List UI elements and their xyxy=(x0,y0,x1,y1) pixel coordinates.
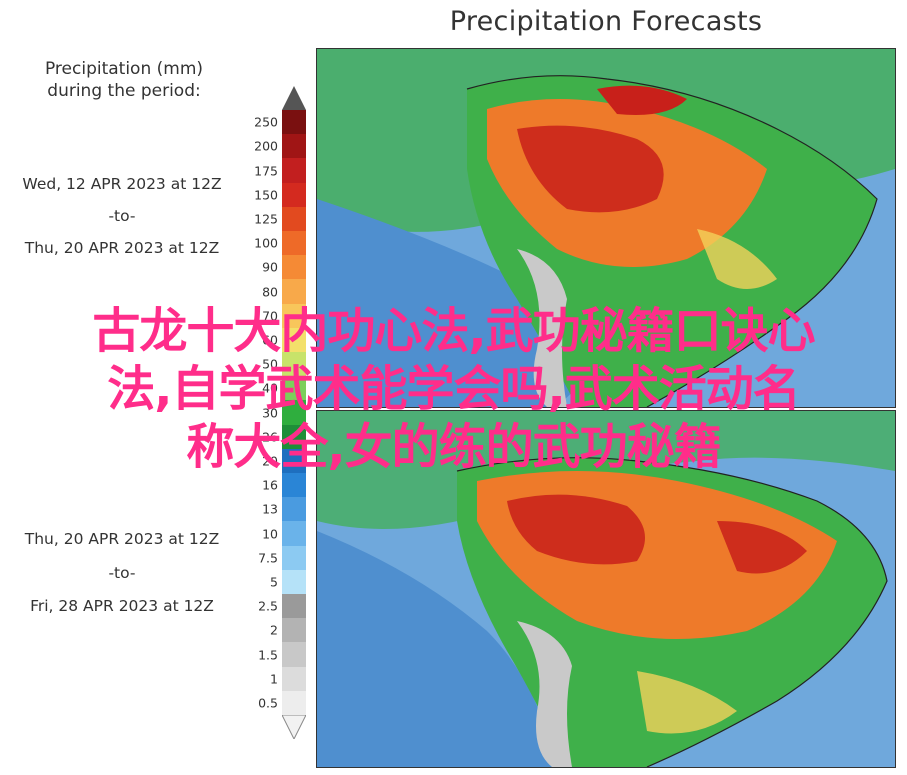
period2-end: Fri, 28 APR 2023 at 12Z xyxy=(30,597,214,615)
scale-swatch xyxy=(282,545,306,571)
scale-label: 2 xyxy=(270,622,278,638)
overlay-text: 古龙十大内功心法,武功秘籍口诀心 法,自学武术能学会吗,武术活动名 称大全,女的… xyxy=(0,302,907,476)
overlay-line1: 古龙十大内功心法,武功秘籍口诀心 xyxy=(92,303,815,359)
overlay-line2: 法,自学武术能学会吗,武术活动名 xyxy=(107,361,800,417)
scale-swatch xyxy=(282,666,306,692)
forecast-map-period1 xyxy=(316,48,896,408)
scale-swatch xyxy=(282,352,306,377)
scale-label: 7.5 xyxy=(258,550,278,566)
scale-swatch xyxy=(282,327,306,353)
scale-label: 90 xyxy=(262,259,278,275)
scale-swatch xyxy=(282,690,306,716)
scale-label: 0.5 xyxy=(258,695,278,711)
legend-title-line2: during the period: xyxy=(47,81,201,101)
scale-label: 16 xyxy=(262,477,278,493)
scale-swatch xyxy=(282,231,306,256)
scale-swatch xyxy=(282,569,306,595)
chart-title: Precipitation Forecasts xyxy=(449,6,763,37)
scale-label: 1.5 xyxy=(258,647,278,662)
period1-separator: -to- xyxy=(108,207,136,225)
scale-swatch xyxy=(282,497,306,522)
scale-label: 50 xyxy=(262,356,278,372)
scale-swatch xyxy=(282,206,306,232)
scale-label: 5 xyxy=(270,574,278,590)
scale-swatch xyxy=(282,424,306,450)
scale-label: 10 xyxy=(262,526,278,541)
scale-swatch xyxy=(282,110,306,135)
scale-label: 26 xyxy=(262,429,278,445)
overlay-line3: 称大全,女的练的武功秘籍 xyxy=(186,419,721,475)
scale-label: 60 xyxy=(262,332,278,348)
scale-swatch xyxy=(282,303,306,329)
scale-label: 20 xyxy=(262,453,278,469)
scale-label: 70 xyxy=(262,308,278,324)
scale-swatch xyxy=(282,158,306,184)
scale-label: 1 xyxy=(270,671,278,687)
scale-swatch xyxy=(282,376,306,401)
period1-start: Wed, 12 APR 2023 at 12Z xyxy=(22,175,222,193)
scale-bottom-arrow xyxy=(282,715,306,739)
scale-label: 250 xyxy=(254,114,278,130)
scale-swatch xyxy=(282,618,306,643)
period2-separator: -to- xyxy=(108,564,136,582)
scale-label: 30 xyxy=(262,405,278,420)
scale-label: 80 xyxy=(262,284,278,299)
scale-label: 175 xyxy=(254,163,278,178)
scale-swatch xyxy=(282,473,306,498)
period2-start: Thu, 20 APR 2023 at 12Z xyxy=(24,530,220,548)
scale-swatch xyxy=(282,400,306,426)
scale-top-arrow xyxy=(282,86,306,110)
legend-title: Precipitation (mm) during the period: xyxy=(6,58,242,102)
scale-swatch xyxy=(282,182,306,208)
scale-swatch xyxy=(282,134,306,159)
scale-label: 125 xyxy=(254,211,278,227)
scale-label: 200 xyxy=(254,138,278,154)
scale-swatch xyxy=(282,448,306,474)
scale-label: 100 xyxy=(254,235,278,251)
scale-label: 150 xyxy=(254,187,278,203)
scale-swatch xyxy=(282,642,306,668)
color-scale: 250 200 175 150 125 100 90 80 70 60 50 40 30 26 20 16 13… xyxy=(254,110,306,716)
scale-label: 2.5 xyxy=(258,598,278,614)
legend-title-line1: Precipitation (mm) xyxy=(44,59,204,79)
scale-swatch xyxy=(282,594,306,619)
scale-swatch xyxy=(282,521,306,547)
period1-end: Thu, 20 APR 2023 at 12Z xyxy=(24,239,220,257)
forecast-map-period2 xyxy=(316,410,896,768)
scale-label: 40 xyxy=(262,380,278,396)
scale-label: 13 xyxy=(262,501,278,517)
scale-swatch xyxy=(282,279,306,305)
scale-swatch xyxy=(282,255,306,280)
